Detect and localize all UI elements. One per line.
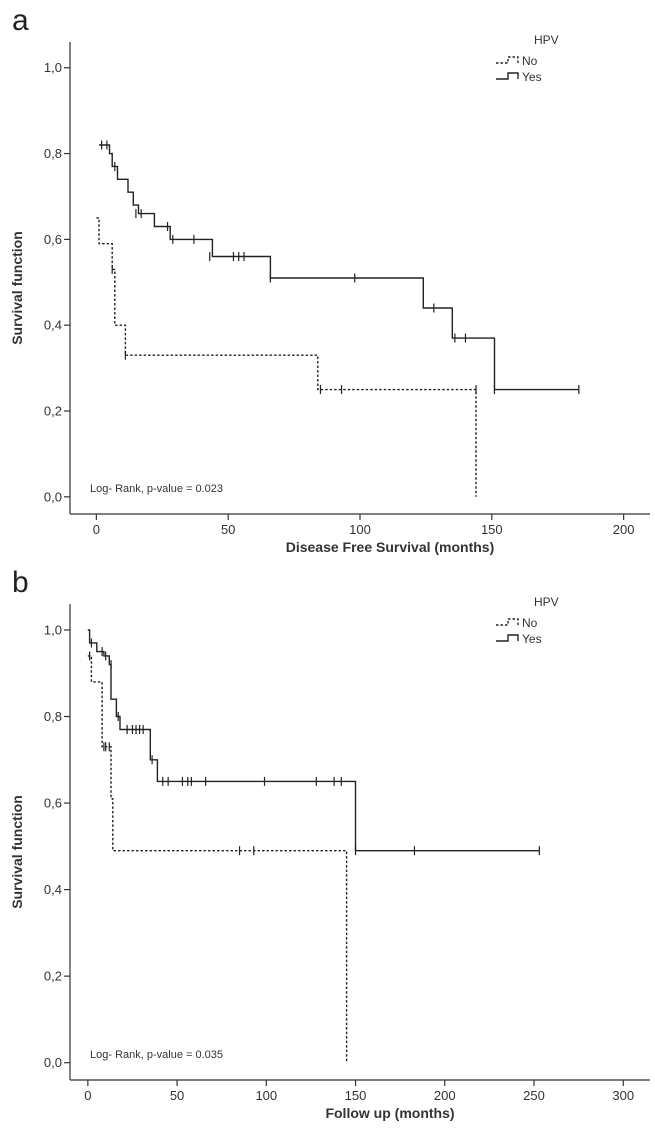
chart-a-x-tick-label: 100 bbox=[349, 522, 371, 537]
chart-a-legend-swatch-yes bbox=[496, 72, 519, 80]
chart-b-x-tick-label: 200 bbox=[434, 1088, 456, 1103]
chart-a-y-tick-label: 0,4 bbox=[44, 318, 62, 333]
chart-a-panel: a 0,0 0,2 0,4 0,6 0,8 1,0 0 50 100 150 200 Disease F… bbox=[9, 4, 650, 555]
chart-a-y-axis-title: Survival function bbox=[9, 231, 25, 345]
chart-a-x-tick-label: 200 bbox=[613, 522, 635, 537]
chart-b-legend-title: HPV bbox=[534, 595, 559, 609]
chart-a-y-tick-label: 0,0 bbox=[44, 489, 62, 504]
chart-a-y-tick-label: 0,6 bbox=[44, 232, 62, 247]
chart-b-x-tick-label: 150 bbox=[345, 1088, 367, 1103]
chart-a-legend-label-no: No bbox=[522, 54, 538, 68]
chart-b-x-tick-label: 100 bbox=[255, 1088, 277, 1103]
chart-a-x-tick-label: 150 bbox=[481, 522, 503, 537]
chart-b-legend-swatch-yes bbox=[496, 634, 519, 642]
chart-b-y-tick-label: 0,8 bbox=[44, 709, 62, 724]
chart-b-y-tick-label: 0,2 bbox=[44, 969, 62, 984]
chart-a-x-tick-label: 0 bbox=[93, 522, 100, 537]
chart-a-y-tick-label: 0,8 bbox=[44, 146, 62, 161]
chart-b-panel: b 0,0 0,2 0,4 0,6 0,8 1,0 0 50 100 150 200 250 300 Fol… bbox=[9, 566, 650, 1121]
chart-a-legend-swatch-no bbox=[496, 56, 519, 64]
chart-a-curve-no bbox=[96, 217, 477, 497]
chart-b-x-tick-label: 300 bbox=[612, 1088, 634, 1103]
chart-b-y-tick-label: 0,6 bbox=[44, 796, 62, 811]
chart-a-legend-title: HPV bbox=[534, 33, 559, 47]
chart-a-y-tick-label: 1,0 bbox=[44, 60, 62, 75]
chart-a-y-tick-label: 0,2 bbox=[44, 404, 62, 419]
chart-b-x-axis-title: Follow up (months) bbox=[325, 1105, 454, 1121]
chart-b-y-axis-title: Survival function bbox=[9, 795, 25, 909]
chart-b-log-rank-annotation: Log- Rank, p-value = 0.035 bbox=[90, 1049, 223, 1061]
chart-a-panel-letter: a bbox=[12, 4, 29, 37]
chart-b-y-tick-label: 1,0 bbox=[44, 622, 62, 637]
chart-b-y-tick-label: 0,0 bbox=[44, 1055, 62, 1070]
chart-b-legend-label-yes: Yes bbox=[522, 632, 542, 646]
chart-b-curve-yes bbox=[87, 629, 540, 852]
chart-a-curve-yes bbox=[99, 144, 579, 391]
chart-a-x-axis-title: Disease Free Survival (months) bbox=[286, 539, 495, 555]
chart-b-y-tick-label: 0,4 bbox=[44, 882, 62, 897]
chart-b-legend-swatch-no bbox=[496, 618, 519, 626]
chart-a-x-tick-label: 50 bbox=[221, 522, 235, 537]
chart-b-x-tick-label: 50 bbox=[170, 1088, 184, 1103]
chart-a-log-rank-annotation: Log- Rank, p-value = 0.023 bbox=[90, 483, 223, 495]
chart-b-x-tick-label: 0 bbox=[84, 1088, 91, 1103]
chart-b-legend-label-no: No bbox=[522, 616, 538, 630]
chart-a-legend-label-yes: Yes bbox=[522, 70, 542, 84]
chart-b-curve-no bbox=[87, 655, 348, 1063]
chart-b-panel-letter: b bbox=[12, 566, 29, 599]
chart-b-x-tick-label: 250 bbox=[523, 1088, 545, 1103]
